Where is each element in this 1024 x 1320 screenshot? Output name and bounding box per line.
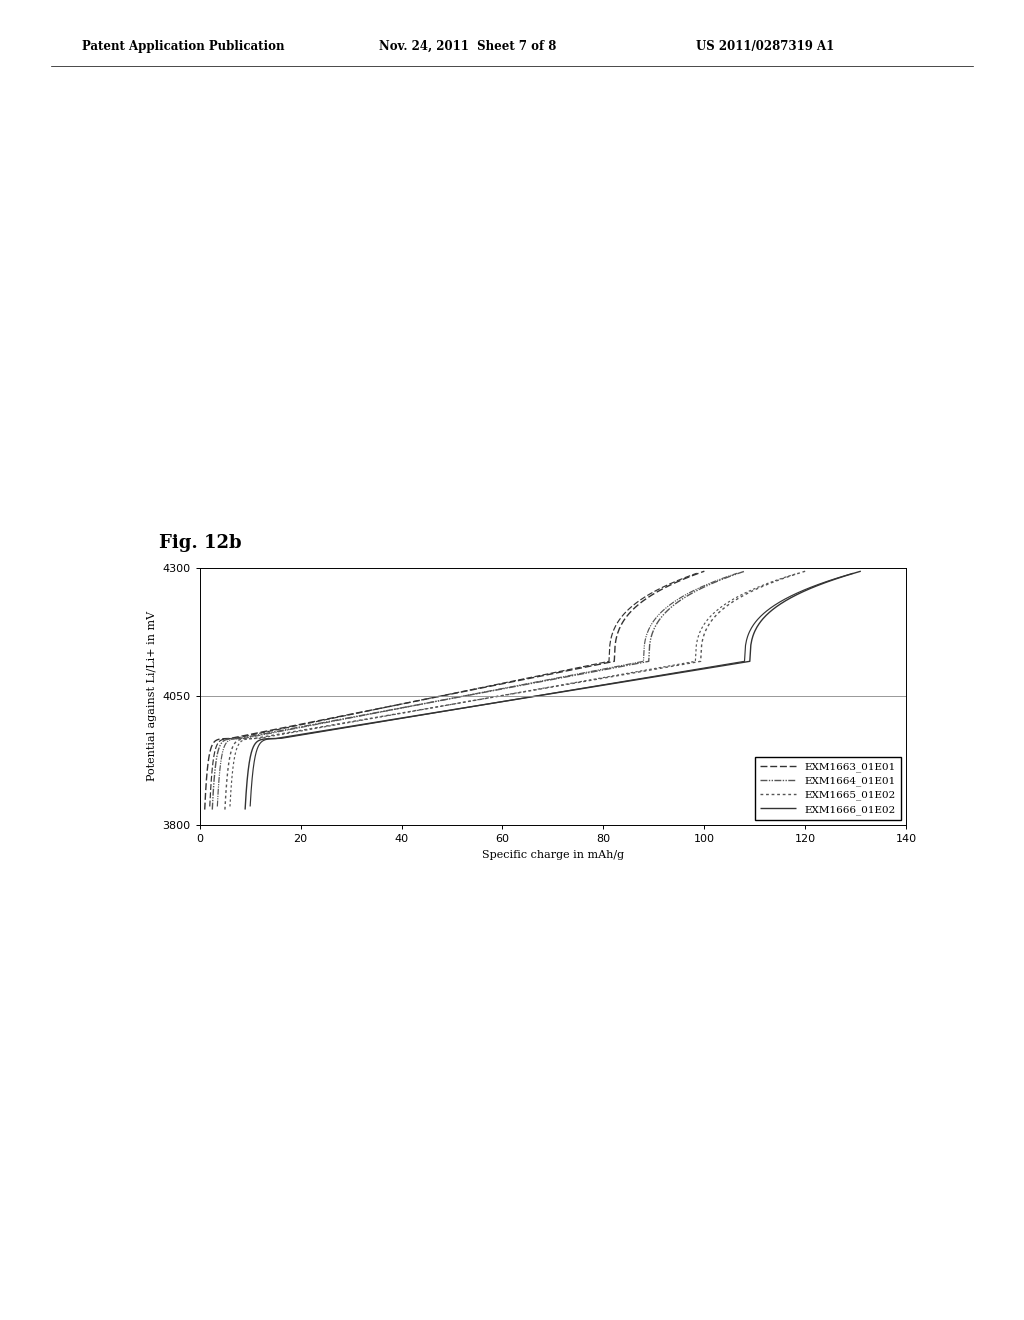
EXM1663_01E01 [532, 669, 545, 685]
EXM1666_01E02 [348, 718, 360, 734]
EXM1663_01E01 [493, 677, 505, 693]
Y-axis label: Potential against Li/Li+ in mV: Potential against Li/Li+ in mV [147, 611, 157, 781]
Legend: EXM1663_01E01, EXM1664_01E01, EXM1665_01E02, EXM1666_01E02: EXM1663_01E01, EXM1664_01E01, EXM1665_01… [755, 756, 901, 820]
Text: US 2011/0287319 A1: US 2011/0287319 A1 [696, 40, 835, 53]
EXM1664_01E01 [520, 677, 532, 693]
EXM1663_01E01 [327, 710, 339, 726]
EXM1665_01E02 [606, 669, 618, 685]
EXM1664_01E01 [738, 564, 751, 579]
EXM1663_01E01 [287, 718, 299, 734]
EXM1665_01E02 [561, 677, 573, 693]
EXM1665_01E02 [481, 690, 494, 706]
EXM1664_01E01 [206, 801, 218, 817]
Text: Nov. 24, 2011  Sheet 7 of 8: Nov. 24, 2011 Sheet 7 of 8 [379, 40, 556, 53]
EXM1666_01E02 [602, 677, 614, 693]
EXM1665_01E02 [219, 801, 231, 817]
EXM1664_01E01 [562, 669, 574, 685]
EXM1666_01E02 [239, 801, 251, 817]
EXM1666_01E02 [855, 564, 867, 579]
Text: Fig. 12b: Fig. 12b [159, 533, 242, 552]
EXM1666_01E02 [650, 669, 663, 685]
EXM1665_01E02 [368, 710, 380, 726]
EXM1665_01E02 [322, 718, 334, 734]
Line: EXM1666_01E02: EXM1666_01E02 [245, 572, 861, 809]
Line: EXM1663_01E01: EXM1663_01E01 [205, 572, 705, 809]
EXM1666_01E02 [517, 690, 529, 706]
EXM1666_01E02 [397, 710, 410, 726]
EXM1665_01E02 [799, 564, 811, 579]
EXM1663_01E01 [698, 564, 711, 579]
X-axis label: Specific charge in mAh/g: Specific charge in mAh/g [482, 850, 624, 859]
EXM1665_01E02 [655, 660, 668, 676]
Text: Patent Application Publication: Patent Application Publication [82, 40, 285, 53]
EXM1666_01E02 [702, 660, 715, 676]
EXM1664_01E01 [447, 690, 460, 706]
EXM1663_01E01 [574, 660, 587, 676]
EXM1663_01E01 [425, 690, 437, 706]
EXM1664_01E01 [300, 718, 312, 734]
Line: EXM1664_01E01: EXM1664_01E01 [212, 572, 744, 809]
EXM1664_01E01 [607, 660, 620, 676]
EXM1664_01E01 [343, 710, 355, 726]
EXM1663_01E01 [199, 801, 211, 817]
Line: EXM1665_01E02: EXM1665_01E02 [225, 572, 805, 809]
